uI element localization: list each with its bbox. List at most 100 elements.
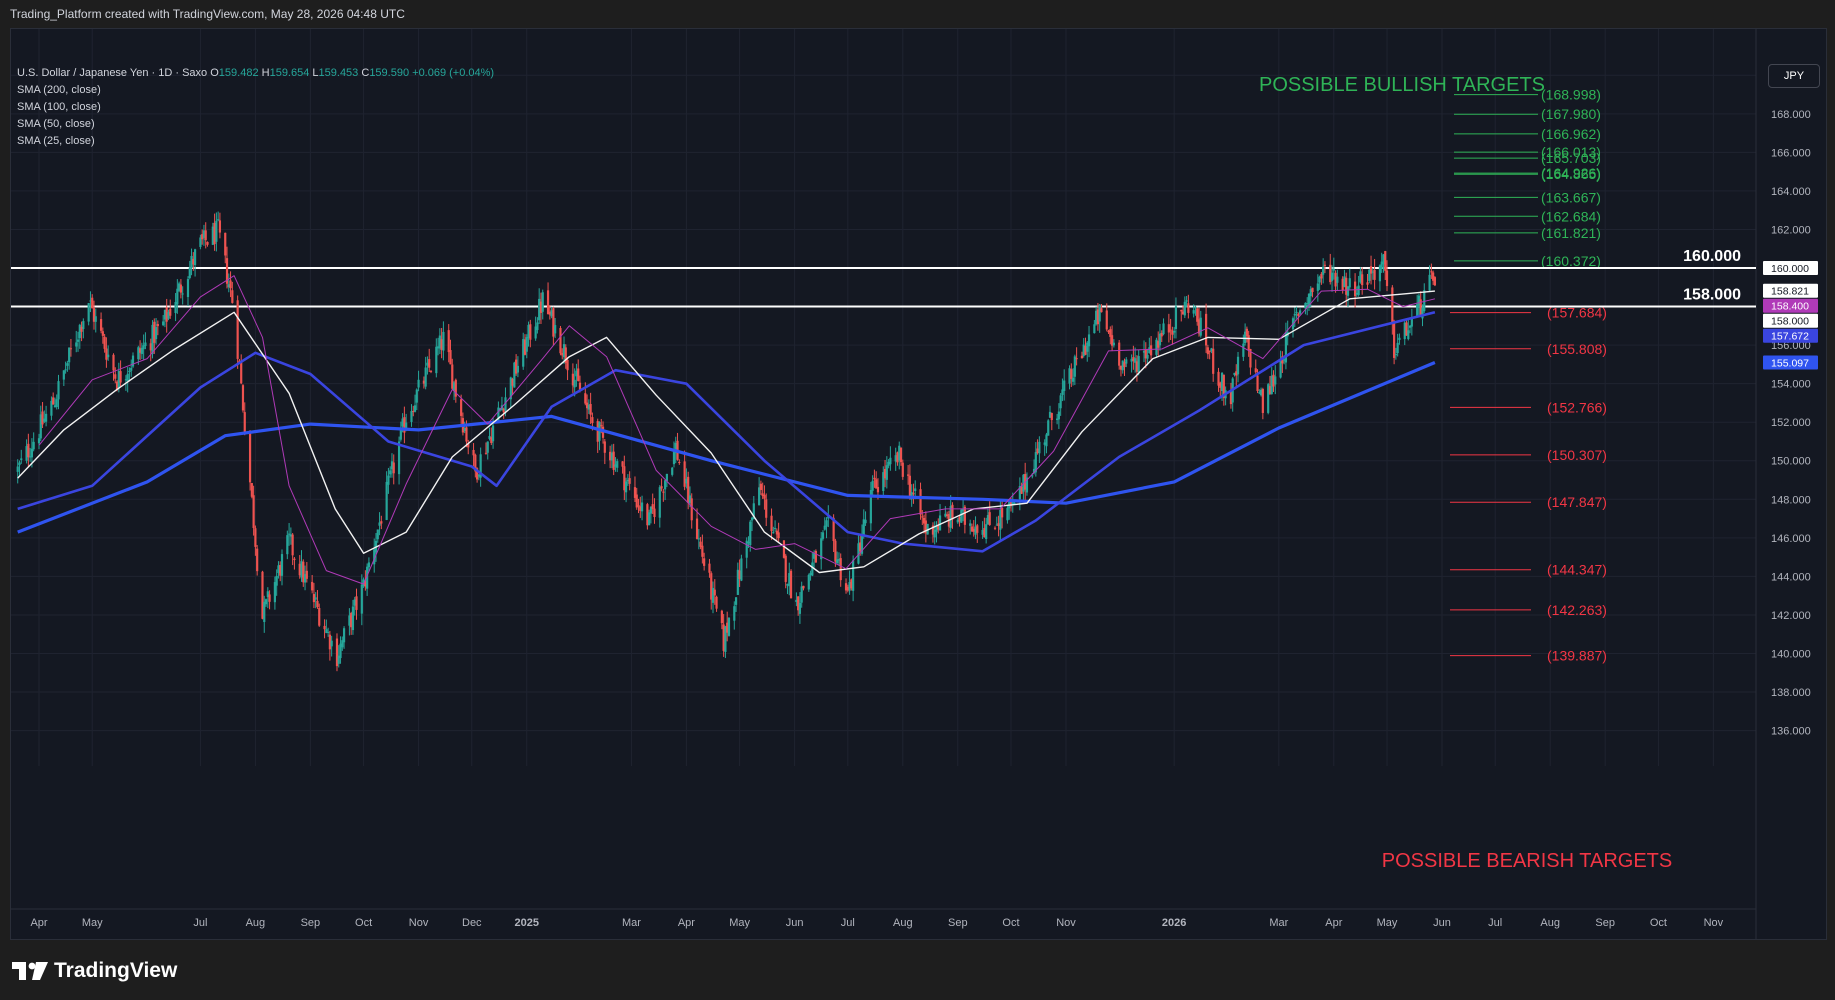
bullish-target-label: (166.013) (1541, 144, 1601, 160)
candle-body (378, 522, 381, 526)
candle-body (882, 472, 885, 492)
candle-body (931, 525, 935, 535)
candle-body (1018, 485, 1021, 500)
candle-body (1323, 264, 1327, 266)
candle-body (201, 234, 204, 240)
candle-body (415, 389, 418, 403)
candle-body (727, 617, 731, 636)
candle-body (452, 382, 456, 391)
price-tag-label: 158.000 (1771, 316, 1809, 328)
x-tick-label: Mar (1269, 917, 1288, 929)
candle-body (813, 553, 816, 559)
candle-body (699, 541, 702, 547)
candle-body (139, 348, 142, 353)
candle-body (898, 445, 901, 461)
candle-body (484, 452, 488, 454)
candle-body (633, 487, 637, 498)
x-tick-label: 2026 (1162, 917, 1186, 929)
candle-body (364, 580, 367, 587)
candle-body (477, 474, 480, 477)
candle-body (646, 504, 649, 526)
candle-body (1217, 371, 1220, 386)
price-tag (1763, 261, 1818, 276)
candle-body (1212, 348, 1215, 374)
candle-body (1171, 330, 1174, 335)
candle-body (105, 348, 108, 360)
candle-body (68, 347, 71, 363)
candle-body (1341, 278, 1344, 291)
candle-body (392, 462, 395, 474)
candle-body (539, 301, 543, 313)
candle-body (703, 558, 706, 566)
candle-body (637, 505, 640, 507)
candle-body (846, 586, 849, 591)
candle-body (202, 230, 206, 238)
candle-body (167, 311, 170, 319)
candle-body (1150, 345, 1153, 356)
candle-body (789, 570, 793, 599)
candle-body (672, 449, 676, 465)
candle-body (956, 519, 959, 523)
candle-body (1256, 375, 1259, 391)
y-tick-label: 136.000 (1771, 726, 1811, 738)
candle-body (1320, 273, 1323, 279)
candle-body (1192, 310, 1195, 314)
candle-body (626, 480, 629, 482)
candle-body (362, 579, 365, 587)
candle-body (380, 521, 383, 524)
candle-body (1297, 313, 1300, 316)
candle-body (1071, 377, 1075, 382)
bearish-targets-title: POSSIBLE BEARISH TARGETS (1382, 850, 1672, 872)
candle-body (938, 515, 942, 531)
candle-body (811, 562, 814, 576)
candle-body (20, 458, 23, 460)
candle-body (314, 597, 317, 600)
candle-body (933, 529, 936, 538)
x-tick-label: Nov (1704, 917, 1724, 929)
candle-body (351, 606, 355, 631)
candle-body (1382, 254, 1385, 265)
legend-sma-25[interactable]: SMA (25, close) (17, 135, 95, 147)
y-tick-label: 140.000 (1771, 648, 1811, 660)
chart-panel[interactable]: 170.000168.000166.000164.000162.000160.0… (10, 28, 1827, 940)
y-tick-label: 164.000 (1771, 186, 1811, 198)
legend-sma-200[interactable]: SMA (200, close) (17, 84, 101, 96)
candle-body (144, 342, 147, 347)
candle-body (908, 475, 911, 496)
candle-body (256, 548, 259, 572)
candle-body (300, 561, 303, 578)
candle-body (1086, 342, 1089, 352)
candle-body (935, 525, 938, 532)
y-tick-label: 146.000 (1771, 533, 1811, 545)
candle-body (527, 324, 530, 338)
candle-body (612, 451, 615, 470)
legend-sma-50[interactable]: SMA (50, close) (17, 118, 95, 130)
candle-body (325, 629, 328, 633)
candle-body (589, 403, 592, 415)
price-chart[interactable]: 170.000168.000166.000164.000162.000160.0… (11, 29, 1826, 939)
currency-button[interactable]: JPY (1768, 64, 1820, 88)
legend-sma-100[interactable]: SMA (100, close) (17, 101, 101, 113)
candle-body (1006, 507, 1009, 521)
candle-body (275, 575, 278, 586)
candle-body (240, 361, 243, 384)
candle-body (387, 475, 390, 485)
candle-body (126, 373, 129, 382)
candle-body (665, 473, 668, 482)
candle-body (179, 284, 182, 293)
candle-body (561, 353, 564, 356)
candle-body (405, 422, 408, 431)
candle-body (41, 411, 44, 425)
candle-body (944, 513, 947, 517)
candle-body (1061, 389, 1064, 395)
candle-body (264, 599, 268, 605)
tradingview-logo[interactable]: TradingView (12, 959, 177, 983)
candle-body (653, 508, 656, 518)
price-tag (1763, 283, 1818, 298)
candle-body (976, 525, 979, 533)
candle-body (832, 517, 835, 542)
candle-body (770, 515, 773, 532)
candle-body (740, 558, 743, 581)
candle-body (1283, 359, 1286, 361)
candle-body (1336, 276, 1339, 283)
